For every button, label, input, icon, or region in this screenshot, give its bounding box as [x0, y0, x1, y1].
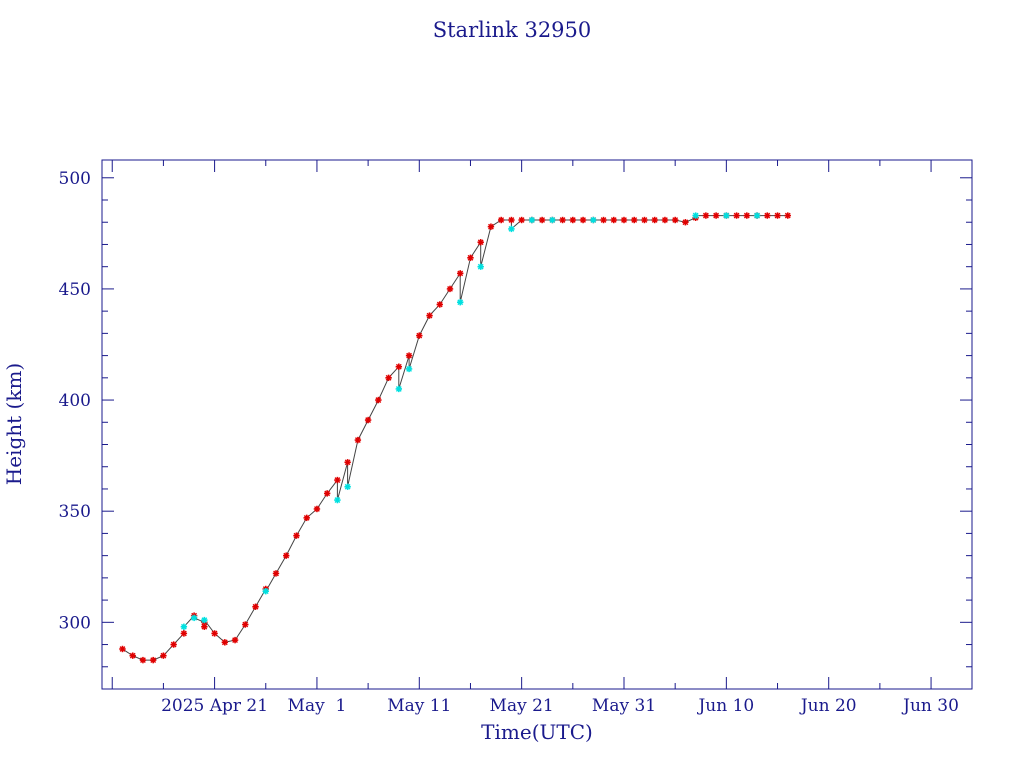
- data-point: [671, 216, 679, 224]
- data-point: [231, 636, 239, 644]
- data-point: [303, 514, 310, 522]
- trend-line: [122, 215, 788, 661]
- data-point: [385, 374, 392, 382]
- data-point: [467, 254, 474, 261]
- data-point: [631, 216, 638, 224]
- data-point: [334, 496, 341, 504]
- data-point: [405, 365, 413, 373]
- x-tick-label: May 1: [288, 696, 347, 716]
- data-point: [600, 216, 607, 224]
- data-point: [190, 614, 198, 622]
- data-point: [457, 299, 464, 306]
- data-point: [723, 212, 730, 219]
- data-point: [477, 263, 484, 270]
- data-point: [538, 216, 546, 224]
- data-point: [641, 216, 648, 224]
- data-point: [180, 630, 188, 637]
- data-point: [784, 212, 791, 219]
- x-axis: 2025 Apr 21 May 1 May 11 May 21 May 31 Jun 10…: [111, 160, 959, 716]
- x-tick-label: May 21: [490, 696, 554, 716]
- data-point: [590, 216, 597, 224]
- y-tick-label: 300: [59, 613, 91, 633]
- data-point: [262, 588, 269, 595]
- x-tick-label: Jun 30: [901, 696, 959, 716]
- data-point: [364, 416, 372, 424]
- y-tick-label: 350: [59, 502, 91, 522]
- data-point: [436, 301, 443, 308]
- series-1: [180, 212, 761, 630]
- chart-title: Starlink 32950: [433, 18, 592, 42]
- data-point: [508, 225, 515, 233]
- data-point: [201, 616, 208, 624]
- series-0: [119, 212, 791, 664]
- x-tick-label: May 31: [592, 696, 656, 716]
- data-point: [692, 212, 699, 219]
- data-point: [344, 459, 351, 466]
- data-point: [610, 216, 617, 224]
- data-point: [180, 623, 188, 630]
- data-point: [242, 621, 249, 628]
- y-axis-label: Height (km): [2, 363, 26, 485]
- y-tick-label: 500: [59, 169, 91, 189]
- data-point: [487, 223, 495, 230]
- data-point: [753, 212, 761, 219]
- data-point: [395, 363, 403, 370]
- data-point: [375, 396, 382, 404]
- x-tick-label: Jun 10: [696, 696, 754, 716]
- data-point: [651, 216, 658, 224]
- data-point: [170, 641, 177, 648]
- data-point: [764, 212, 771, 219]
- x-axis-label: Time(UTC): [481, 720, 593, 744]
- y-tick-label: 450: [59, 280, 91, 300]
- data-point: [743, 212, 751, 219]
- data-point: [405, 352, 413, 359]
- data-point: [293, 532, 300, 539]
- data-point: [702, 212, 710, 219]
- data-point: [477, 239, 484, 246]
- y-axis: 300 350 400 450 500: [59, 169, 972, 668]
- data-point: [661, 216, 669, 224]
- x-tick-label: May 11: [387, 696, 451, 716]
- data-point: [201, 623, 208, 630]
- data-point: [283, 552, 290, 559]
- data-point: [139, 656, 147, 664]
- data-point: [211, 630, 218, 637]
- data-series: [119, 212, 791, 664]
- data-point: [712, 212, 720, 219]
- data-point: [272, 570, 280, 577]
- data-point: [682, 219, 689, 226]
- data-point: [395, 385, 403, 393]
- plot-frame: [101, 159, 973, 690]
- data-point: [119, 645, 126, 653]
- data-point: [774, 212, 781, 219]
- data-point: [569, 216, 577, 224]
- data-point: [426, 312, 433, 319]
- data-point: [497, 216, 505, 224]
- data-point: [416, 332, 423, 339]
- data-point: [518, 216, 525, 224]
- data-point: [129, 652, 136, 659]
- data-point: [334, 476, 341, 484]
- x-tick-label: 2025 Apr 21: [161, 696, 268, 716]
- data-point: [528, 216, 536, 224]
- data-point: [446, 285, 454, 293]
- data-point: [354, 436, 362, 444]
- y-tick-label: 400: [59, 391, 91, 411]
- data-point: [149, 656, 157, 664]
- data-point: [559, 216, 566, 224]
- data-point: [323, 490, 331, 497]
- data-point: [549, 216, 556, 224]
- x-tick-label: Jun 20: [799, 696, 857, 716]
- data-point: [221, 639, 229, 646]
- data-point: [252, 603, 259, 610]
- data-point: [733, 212, 740, 219]
- data-point: [457, 270, 464, 277]
- data-point: [160, 652, 167, 659]
- data-point: [620, 216, 628, 224]
- data-point: [344, 483, 351, 490]
- data-point: [579, 216, 587, 224]
- data-point: [313, 505, 321, 513]
- data-point: [508, 216, 515, 224]
